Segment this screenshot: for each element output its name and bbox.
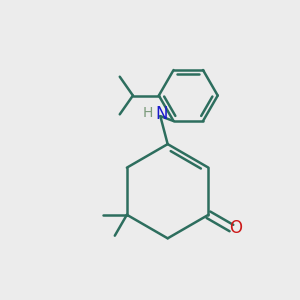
Text: O: O — [229, 219, 242, 237]
Text: N: N — [155, 105, 168, 123]
Text: H: H — [143, 106, 153, 120]
